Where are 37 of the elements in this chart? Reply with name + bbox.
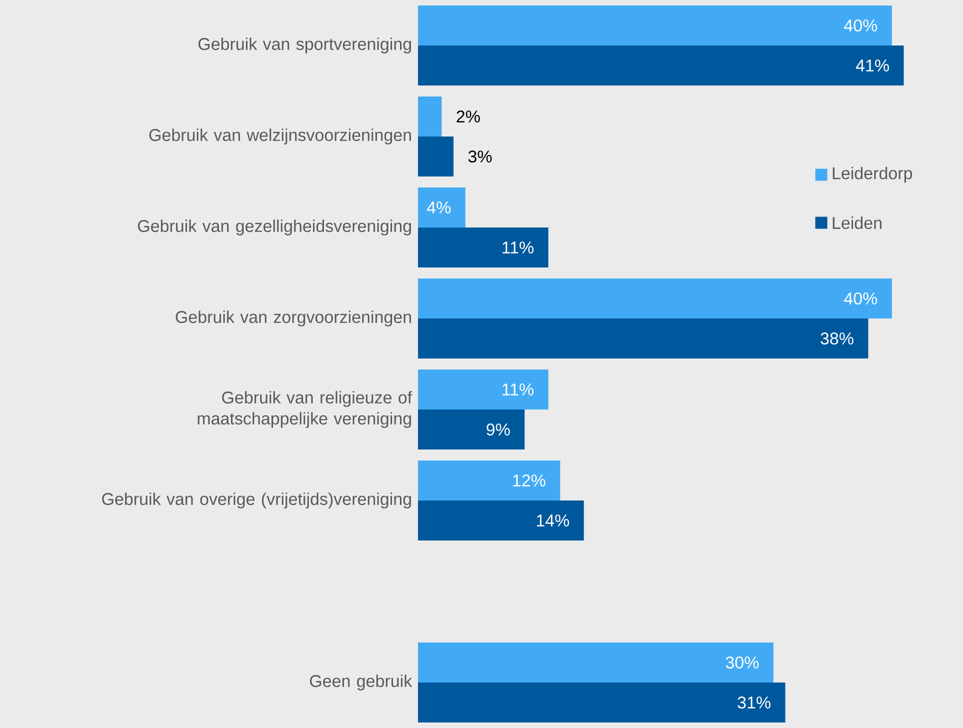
data-label: 40% <box>844 292 878 305</box>
bar <box>418 682 786 723</box>
bar <box>418 228 548 268</box>
y-tick-label: Gebruik van overige (vrijetijds)vereniging <box>102 492 411 508</box>
data-label: 9% <box>486 424 510 436</box>
data-label: 14% <box>536 514 570 526</box>
y-tick-label: Gebruik van sportvereniging <box>198 38 411 54</box>
bar <box>418 369 548 410</box>
y-tick-label: Geen gebruik <box>310 674 412 690</box>
bar <box>418 5 892 46</box>
data-label: 38% <box>820 332 854 345</box>
bar <box>418 96 442 137</box>
legend-label: Leiden <box>832 216 882 230</box>
bar <box>418 410 525 450</box>
data-label: 11% <box>502 242 534 254</box>
bar <box>418 278 892 319</box>
bar <box>418 187 466 228</box>
legend-label: Leiderdorp <box>832 166 912 183</box>
bar <box>418 46 904 86</box>
bar <box>418 318 868 359</box>
data-label: 4% <box>427 202 451 214</box>
data-label: 40% <box>844 19 878 32</box>
y-tick-label: Gebruik van zorgvoorzieningen <box>176 310 411 326</box>
y-tick-label: Gebruik van religieuze of maatschappelijke vereniging <box>198 391 412 428</box>
data-label: 30% <box>726 656 759 669</box>
bar <box>418 136 454 177</box>
y-tick-label: Gebruik van welzijnsvoorzieningen <box>149 128 411 144</box>
data-label: 31% <box>738 696 770 709</box>
data-label: 12% <box>513 474 546 486</box>
y-tick-label: Gebruik van gezelligheidsvereniging <box>138 220 411 236</box>
bar <box>418 642 774 683</box>
data-label: 11% <box>502 384 534 396</box>
bar <box>418 500 584 541</box>
data-label: 3% <box>468 150 492 163</box>
bar <box>418 460 560 501</box>
data-label: 41% <box>856 60 889 72</box>
data-label: 2% <box>456 110 480 122</box>
